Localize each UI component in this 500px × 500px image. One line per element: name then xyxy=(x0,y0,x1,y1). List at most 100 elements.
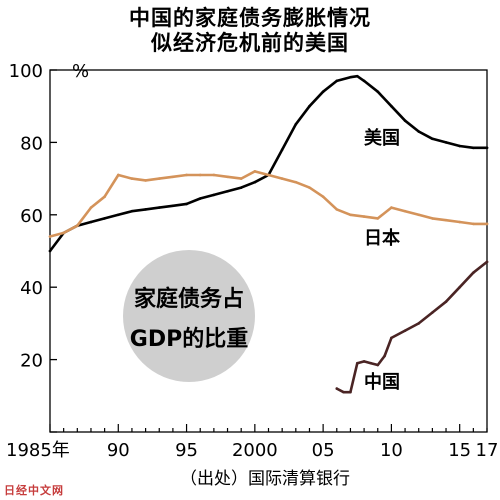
data-point xyxy=(239,177,243,180)
data-point xyxy=(144,179,147,182)
data-point xyxy=(280,177,284,180)
data-point xyxy=(48,249,52,253)
data-point xyxy=(376,363,380,367)
data-point xyxy=(390,104,393,108)
data-point xyxy=(267,173,270,177)
data-point xyxy=(76,224,79,227)
chart-subtitle: 似经济危机前的美国 xyxy=(151,31,349,55)
x-tick-label: 15 xyxy=(448,440,471,461)
watermark-logo: 日经中文网 xyxy=(4,484,64,497)
data-point xyxy=(130,177,134,180)
y-tick-label: 80 xyxy=(20,133,43,154)
series-label: 美国 xyxy=(364,127,400,149)
data-point xyxy=(198,173,202,177)
data-point xyxy=(294,123,298,126)
data-point xyxy=(198,197,202,200)
data-point xyxy=(349,213,352,217)
data-point xyxy=(485,260,489,264)
data-point xyxy=(144,208,147,211)
data-point xyxy=(376,90,380,94)
annotation-bubble xyxy=(123,250,255,382)
data-point xyxy=(171,204,175,208)
data-point xyxy=(335,387,339,390)
data-point xyxy=(48,235,52,238)
x-tick-label: 17 xyxy=(476,440,499,461)
data-point xyxy=(472,222,475,226)
chart-title: 中国的家庭债务膨胀情况 xyxy=(129,6,371,30)
data-point xyxy=(89,220,93,224)
data-point xyxy=(444,218,448,222)
data-point xyxy=(431,311,434,314)
data-point xyxy=(417,213,421,217)
data-point xyxy=(342,390,345,394)
data-point xyxy=(116,213,120,217)
data-point xyxy=(157,206,161,209)
data-point xyxy=(294,180,298,184)
data-point xyxy=(89,206,93,209)
data-point xyxy=(116,173,120,177)
data-point xyxy=(321,195,325,198)
data-point xyxy=(335,79,339,83)
series-line-0 xyxy=(48,74,489,253)
data-point xyxy=(308,104,311,108)
y-tick-label: 100 xyxy=(9,61,43,82)
data-point xyxy=(417,322,421,325)
x-tick-label: 2000 xyxy=(232,440,278,461)
annotation-line-2: GDP的比重 xyxy=(130,326,248,352)
data-point xyxy=(431,217,434,220)
data-point xyxy=(458,285,461,289)
data-point xyxy=(403,119,407,122)
data-point xyxy=(253,180,257,184)
data-point xyxy=(157,177,161,180)
x-tick-label: 1985年 xyxy=(6,440,70,461)
data-point xyxy=(349,390,352,394)
data-point xyxy=(321,90,325,94)
data-point xyxy=(362,215,366,218)
data-point xyxy=(355,74,359,78)
data-point xyxy=(383,354,386,358)
x-tick-label: 05 xyxy=(312,440,335,461)
series-label: 中国 xyxy=(364,371,400,393)
data-point xyxy=(362,360,366,363)
series-line-1 xyxy=(48,170,489,238)
data-point xyxy=(335,208,339,211)
data-point xyxy=(403,329,407,332)
x-tick-label: 95 xyxy=(175,440,198,461)
data-point xyxy=(376,217,380,220)
data-point xyxy=(417,130,421,133)
data-point xyxy=(444,300,448,303)
data-point xyxy=(226,175,229,179)
data-point xyxy=(62,231,65,235)
data-point xyxy=(212,173,216,177)
y-tick-label: 20 xyxy=(20,351,43,372)
x-tick-label: 10 xyxy=(380,440,403,461)
series-line-2 xyxy=(335,260,489,394)
data-point xyxy=(458,144,461,148)
data-point xyxy=(226,189,229,193)
data-point xyxy=(369,361,373,365)
data-point xyxy=(472,146,475,150)
y-tick-label: 40 xyxy=(20,278,43,299)
data-point xyxy=(212,193,216,197)
data-point xyxy=(444,141,448,144)
data-point xyxy=(349,75,352,79)
data-point xyxy=(253,170,257,173)
data-point xyxy=(431,137,434,141)
annotation-line-1: 家庭债务占 xyxy=(134,286,244,312)
data-point xyxy=(103,195,106,198)
x-tick-label: 90 xyxy=(107,440,130,461)
y-unit-label: % xyxy=(72,61,89,82)
data-point xyxy=(171,175,175,179)
data-point xyxy=(403,209,407,213)
data-point xyxy=(239,186,243,189)
series-label: 日本 xyxy=(364,227,400,249)
data-point xyxy=(280,148,284,151)
data-point xyxy=(355,361,359,365)
data-point xyxy=(485,146,489,150)
plot-frame xyxy=(49,69,488,433)
data-point xyxy=(485,222,489,226)
data-point xyxy=(308,186,311,189)
data-point xyxy=(390,206,393,209)
y-tick-label: 60 xyxy=(20,206,43,227)
